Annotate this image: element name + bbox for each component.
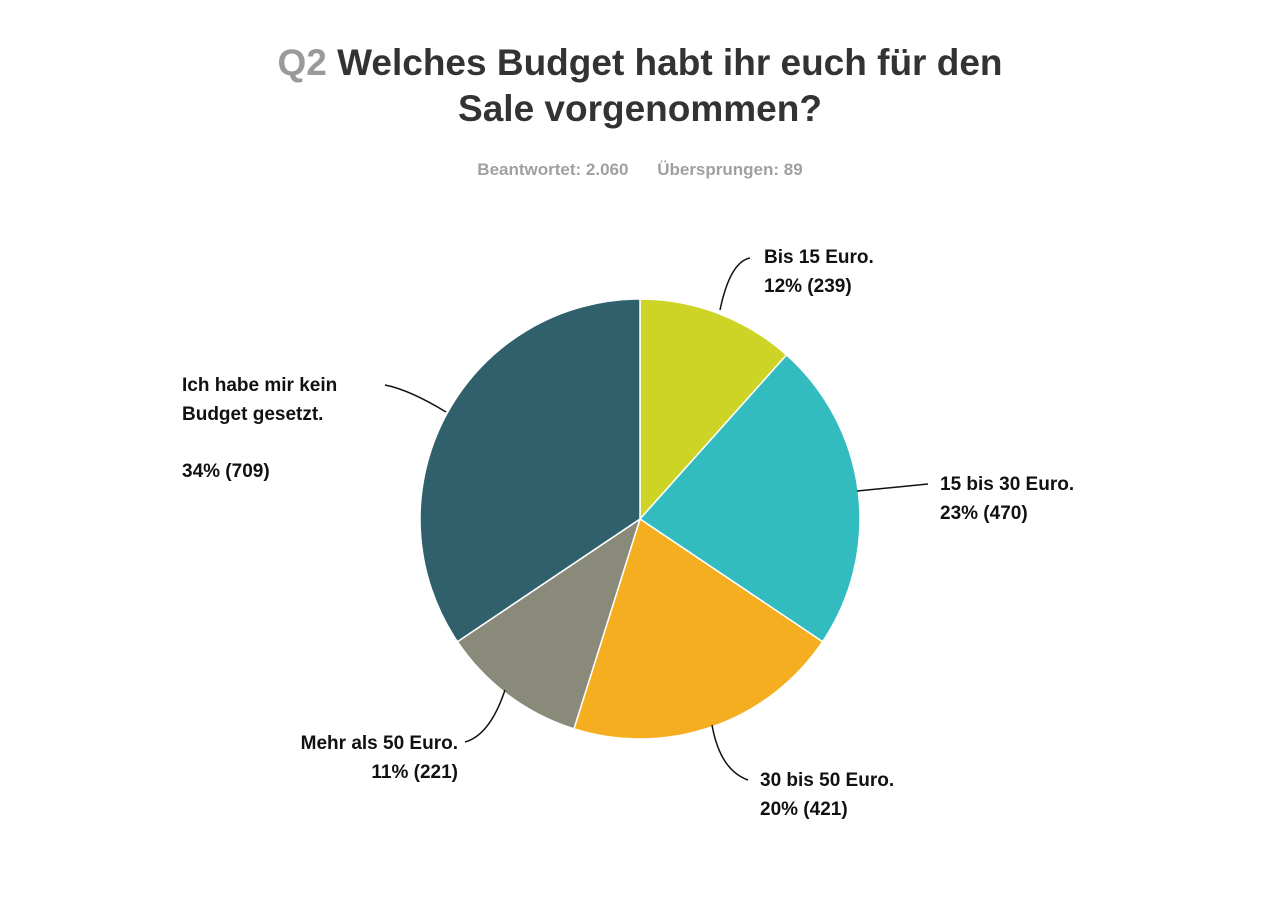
chart-title: Q2 Welches Budget habt ihr euch für den … bbox=[0, 40, 1280, 132]
pie-slice-mehr-als-50-euro bbox=[456, 517, 642, 730]
leader-line bbox=[384, 384, 447, 413]
slice-value-label: 23% (470) bbox=[940, 503, 1028, 524]
slice-value-label: 34% (709) bbox=[182, 461, 270, 482]
question-number: Q2 bbox=[277, 42, 327, 83]
slice-label: Mehr als 50 Euro. 11% (221) bbox=[301, 733, 458, 783]
leader-line bbox=[464, 689, 506, 743]
pie-slice-bis-15-euro bbox=[639, 298, 788, 521]
response-stats: Beantwortet: 2.060 Übersprungen: 89 bbox=[0, 160, 1280, 180]
slice-value-label: 11% (221) bbox=[371, 762, 458, 783]
slice-category-label: 30 bis 50 Euro. bbox=[760, 770, 894, 791]
answered-count: Beantwortet: 2.060 bbox=[477, 160, 629, 179]
slice-category-label: Budget gesetzt. bbox=[182, 404, 323, 425]
leader-line bbox=[856, 483, 929, 492]
slice-value-label: 20% (421) bbox=[760, 799, 848, 820]
slice-value-label: 12% (239) bbox=[764, 276, 852, 297]
slice-category-label: Bis 15 Euro. bbox=[764, 247, 874, 268]
question-text: Welches Budget habt ihr euch für den Sal… bbox=[337, 42, 1003, 129]
slice-category-label: Mehr als 50 Euro. bbox=[301, 733, 458, 754]
slice-label: 30 bis 50 Euro. 20% (421) bbox=[760, 770, 894, 820]
skipped-count: Übersprungen: 89 bbox=[657, 160, 803, 179]
slice-category-label: Ich habe mir kein bbox=[182, 375, 337, 396]
leader-line bbox=[711, 724, 749, 781]
leader-line bbox=[719, 257, 751, 311]
pie-slice-ich-habe-mir-kein-budget-gesetzt bbox=[419, 298, 641, 643]
slice-label: 15 bis 30 Euro. 23% (470) bbox=[940, 474, 1074, 524]
slice-label: Bis 15 Euro. 12% (239) bbox=[764, 247, 874, 297]
slice-label: Ich habe mir kein Budget gesetzt. 34% (709… bbox=[182, 375, 337, 482]
slice-category-label: 15 bis 30 Euro. bbox=[940, 474, 1074, 495]
